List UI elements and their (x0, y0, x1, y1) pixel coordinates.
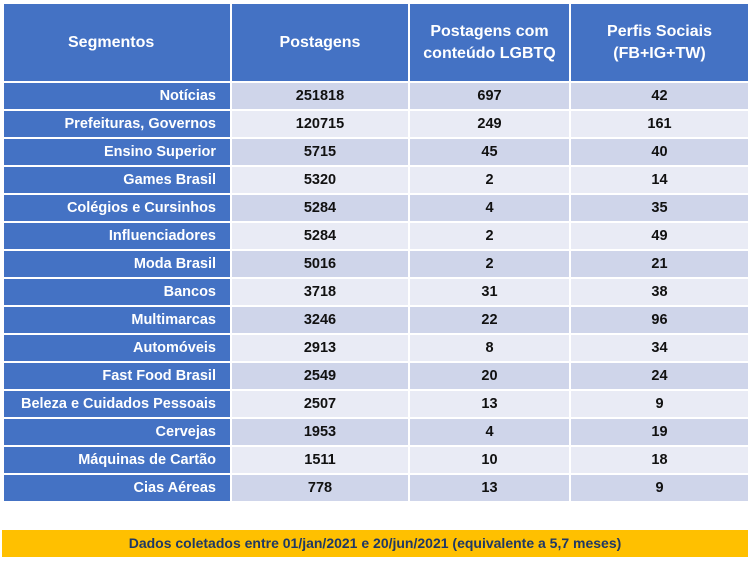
segment-cell: Colégios e Cursinhos (2, 193, 232, 223)
header-lgbtq-posts: Postagens com conteúdo LGBTQ (408, 2, 571, 83)
table-row: Fast Food Brasil 2549 20 24 (2, 361, 750, 391)
posts-cell: 5016 (230, 249, 410, 279)
segment-cell: Games Brasil (2, 165, 232, 195)
table-row: Cias Aéreas 778 13 9 (2, 473, 750, 503)
profiles-cell: 161 (569, 109, 750, 139)
posts-cell: 2913 (230, 333, 410, 363)
segment-cell: Cias Aéreas (2, 473, 232, 503)
profiles-cell: 9 (569, 473, 750, 503)
segment-cell: Notícias (2, 81, 232, 111)
segment-cell: Cervejas (2, 417, 232, 447)
profiles-cell: 35 (569, 193, 750, 223)
posts-cell: 2549 (230, 361, 410, 391)
lgbtq-cell: 13 (408, 473, 571, 503)
profiles-cell: 19 (569, 417, 750, 447)
profiles-cell: 34 (569, 333, 750, 363)
segment-cell: Moda Brasil (2, 249, 232, 279)
posts-cell: 1511 (230, 445, 410, 475)
table-row: Bancos 3718 31 38 (2, 277, 750, 307)
lgbtq-cell: 697 (408, 81, 571, 111)
posts-cell: 5715 (230, 137, 410, 167)
posts-cell: 2507 (230, 389, 410, 419)
lgbtq-cell: 31 (408, 277, 571, 307)
profiles-cell: 49 (569, 221, 750, 251)
segment-cell: Prefeituras, Governos (2, 109, 232, 139)
posts-cell: 251818 (230, 81, 410, 111)
header-lgbtq-line1: Postagens com (430, 22, 549, 40)
profiles-cell: 18 (569, 445, 750, 475)
table-header-row: Segmentos Postagens Postagens com conteú… (2, 2, 750, 83)
segment-cell: Máquinas de Cartão (2, 445, 232, 475)
profiles-cell: 9 (569, 389, 750, 419)
profiles-cell: 24 (569, 361, 750, 391)
segment-cell: Multimarcas (2, 305, 232, 335)
table-row: Automóveis 2913 8 34 (2, 333, 750, 363)
posts-cell: 3246 (230, 305, 410, 335)
profiles-cell: 96 (569, 305, 750, 335)
profiles-cell: 40 (569, 137, 750, 167)
segment-cell: Influenciadores (2, 221, 232, 251)
posts-cell: 5284 (230, 221, 410, 251)
table-row: Influenciadores 5284 2 49 (2, 221, 750, 251)
segment-cell: Automóveis (2, 333, 232, 363)
table-row: Prefeituras, Governos 120715 249 161 (2, 109, 750, 139)
segment-cell: Ensino Superior (2, 137, 232, 167)
table-row: Games Brasil 5320 2 14 (2, 165, 750, 195)
segment-cell: Beleza e Cuidados Pessoais (2, 389, 232, 419)
segment-cell: Fast Food Brasil (2, 361, 232, 391)
table-row: Ensino Superior 5715 45 40 (2, 137, 750, 167)
profiles-cell: 21 (569, 249, 750, 279)
posts-cell: 5320 (230, 165, 410, 195)
profiles-cell: 42 (569, 81, 750, 111)
header-profiles-line1: Perfis Sociais (607, 22, 712, 40)
posts-cell: 3718 (230, 277, 410, 307)
data-collection-note: Dados coletados entre 01/jan/2021 e 20/j… (2, 530, 748, 557)
lgbtq-cell: 45 (408, 137, 571, 167)
header-lgbtq-line2: conteúdo LGBTQ (423, 44, 556, 62)
header-social-profiles: Perfis Sociais (FB+IG+TW) (569, 2, 750, 83)
table-row: Cervejas 1953 4 19 (2, 417, 750, 447)
header-posts: Postagens (230, 2, 410, 83)
table-row: Notícias 251818 697 42 (2, 81, 750, 111)
lgbtq-cell: 8 (408, 333, 571, 363)
lgbtq-cell: 13 (408, 389, 571, 419)
segment-cell: Bancos (2, 277, 232, 307)
lgbtq-cell: 10 (408, 445, 571, 475)
header-profiles-line2: (FB+IG+TW) (613, 44, 706, 62)
lgbtq-cell: 4 (408, 417, 571, 447)
lgbtq-cell: 22 (408, 305, 571, 335)
profiles-cell: 14 (569, 165, 750, 195)
posts-cell: 5284 (230, 193, 410, 223)
lgbtq-cell: 4 (408, 193, 571, 223)
lgbtq-cell: 2 (408, 221, 571, 251)
lgbtq-cell: 2 (408, 249, 571, 279)
posts-cell: 120715 (230, 109, 410, 139)
table-row: Beleza e Cuidados Pessoais 2507 13 9 (2, 389, 750, 419)
lgbtq-cell: 249 (408, 109, 571, 139)
lgbtq-cell: 20 (408, 361, 571, 391)
table-row: Colégios e Cursinhos 5284 4 35 (2, 193, 750, 223)
segments-table: Segmentos Postagens Postagens com conteú… (2, 2, 750, 503)
table-row: Moda Brasil 5016 2 21 (2, 249, 750, 279)
posts-cell: 1953 (230, 417, 410, 447)
table-row: Multimarcas 3246 22 96 (2, 305, 750, 335)
posts-cell: 778 (230, 473, 410, 503)
header-segments: Segmentos (2, 2, 232, 83)
table-row: Máquinas de Cartão 1511 10 18 (2, 445, 750, 475)
profiles-cell: 38 (569, 277, 750, 307)
lgbtq-cell: 2 (408, 165, 571, 195)
